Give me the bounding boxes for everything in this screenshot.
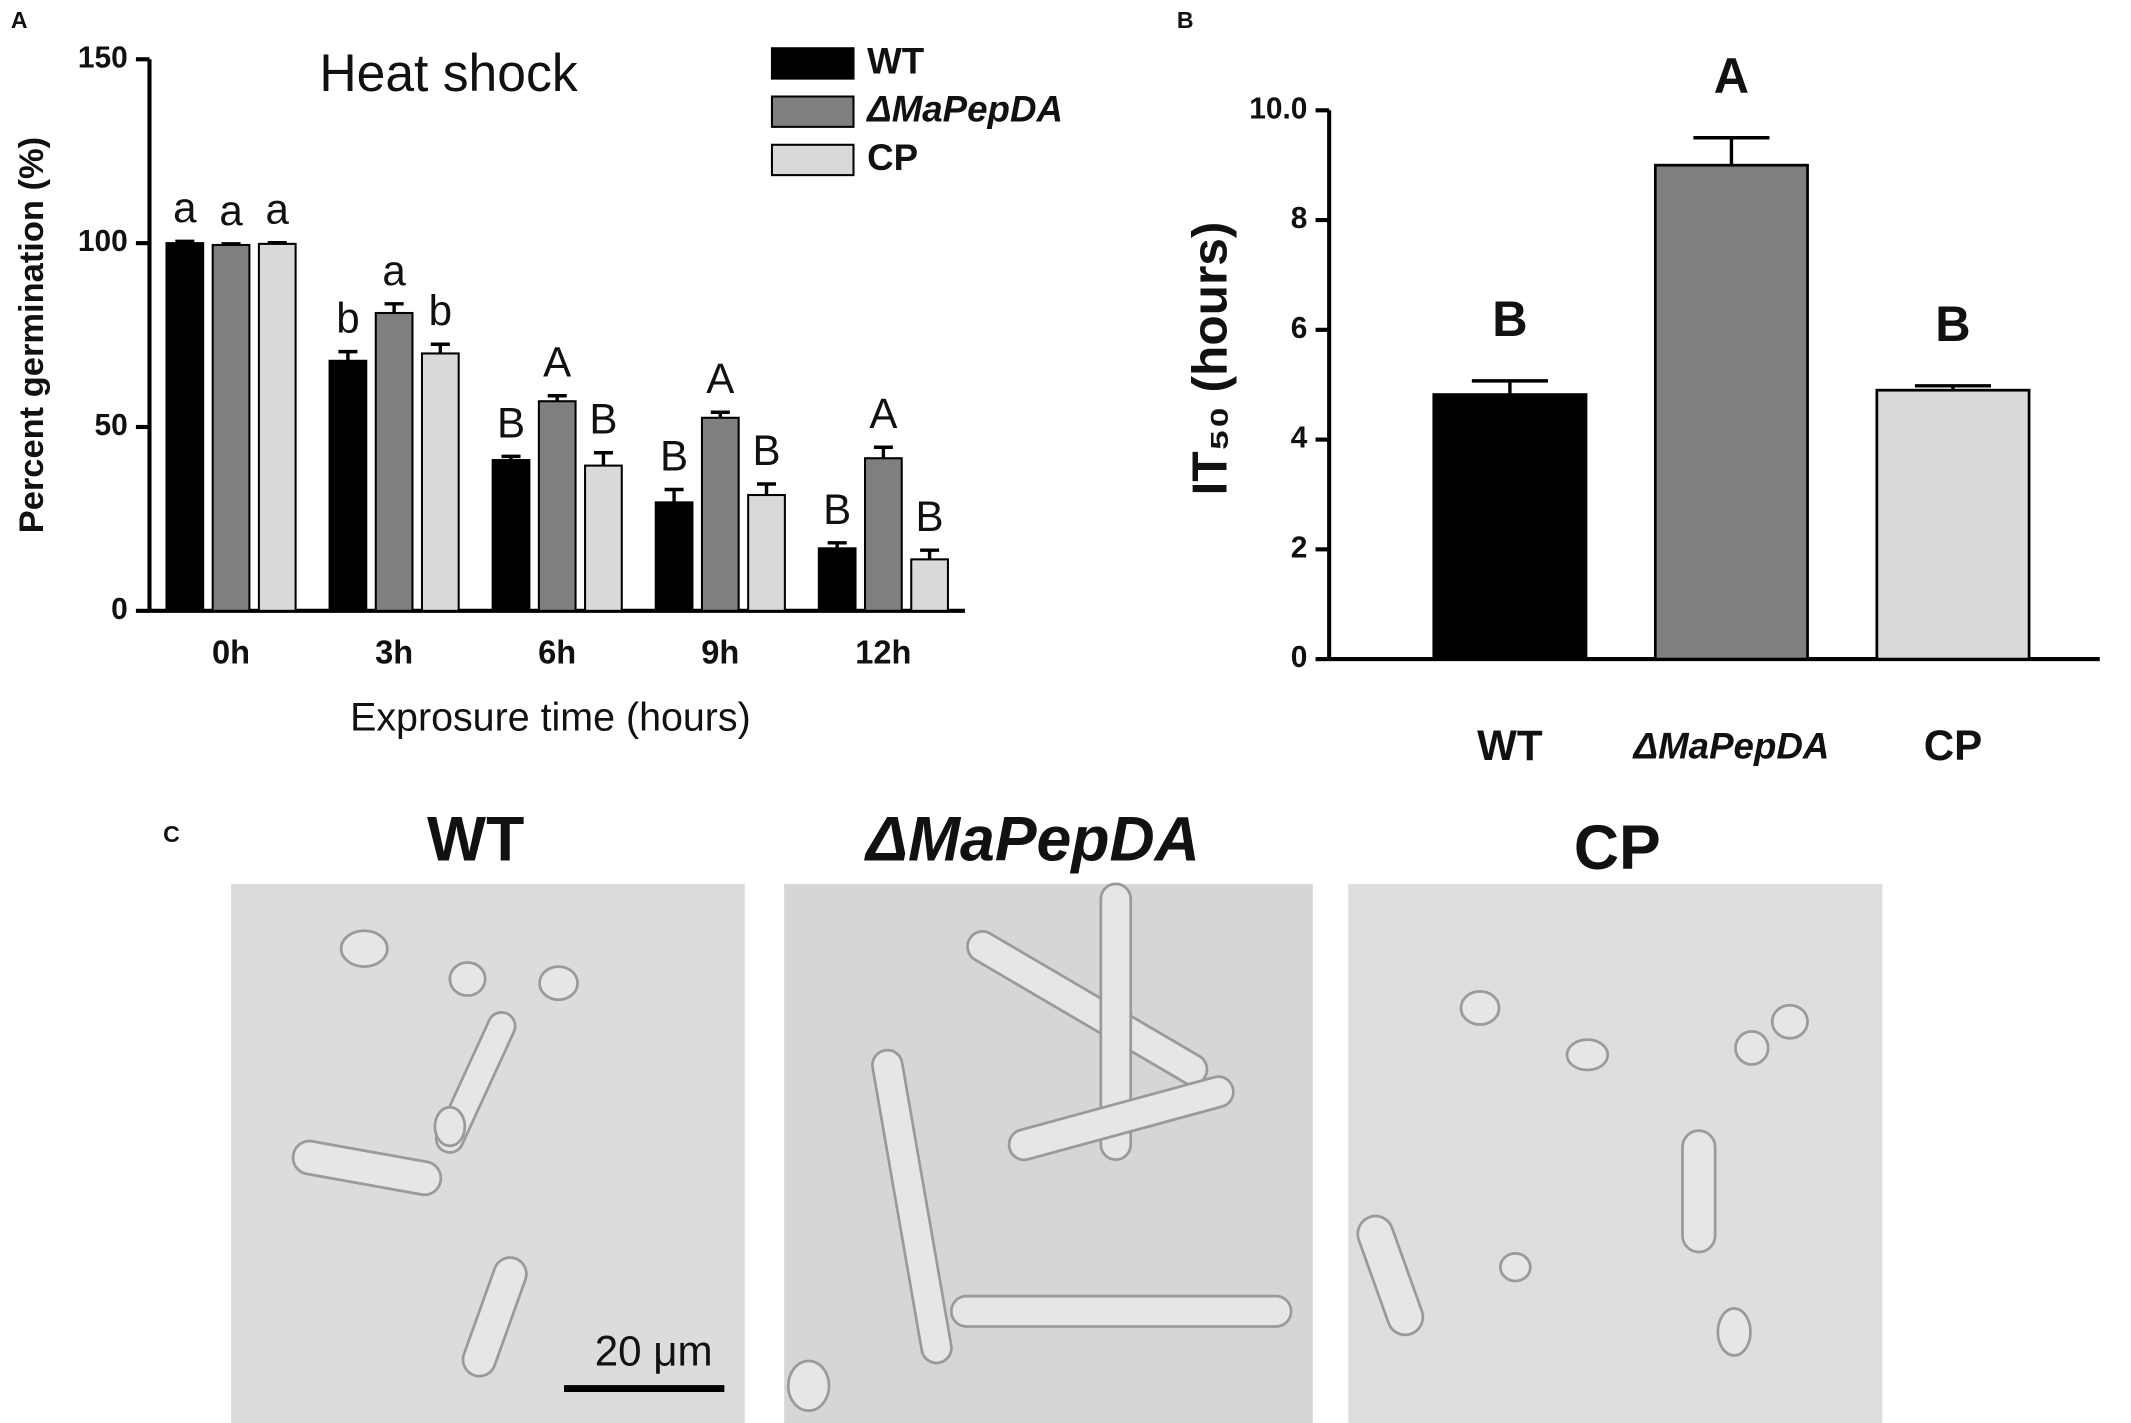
error-bar [501,454,521,461]
bar [374,311,414,612]
significance-letter: b [429,287,452,334]
bar [700,416,740,612]
bar [537,400,577,612]
chart-title: Heat shock [319,45,578,103]
y-tick-label: 0 [111,593,128,626]
significance-letter: B [752,427,780,474]
bar [257,242,297,612]
error-bar [547,394,567,402]
significance-letter: A [869,390,898,437]
bar [1653,163,1809,661]
bar [864,457,903,612]
x-tick-label: ΔMaPepDA [1632,725,1830,766]
error-bar [338,349,358,361]
significance-letter: b [336,294,359,341]
x-tick-label: 0h [212,633,250,670]
error-bar [267,241,287,245]
error-bar [710,410,730,418]
y-tick-label: 0 [1291,641,1308,674]
x-tick-label: 6h [538,633,576,670]
micrograph-label: ΔMaPepDA [864,804,1200,875]
significance-letter: B [497,399,525,446]
micrograph-label: WT [427,804,524,875]
error-bar [827,541,847,549]
x-tick-label: CP [1924,722,1983,769]
micrograph [1348,883,1883,1423]
x-tick-label: 12h [855,633,911,670]
bar [211,243,251,612]
x-axis-label: Exprosure time (hours) [350,695,751,739]
error-bar [430,342,450,354]
y-tick-label: 150 [78,41,128,74]
bar [491,459,531,612]
bar [1875,388,2031,661]
error-bar [593,451,613,466]
error-bar [1471,379,1548,395]
bar [584,464,623,612]
y-tick-label: 4 [1291,421,1308,454]
legend-label: ΔMaPepDA [865,88,1063,129]
bar [1432,393,1588,661]
error-bar [221,242,241,246]
error-bar [1914,384,1992,391]
error-bar [384,302,404,314]
error-bar [664,487,684,503]
significance-letter: B [589,395,617,442]
y-tick-label: 2 [1291,531,1308,564]
cells [291,882,1809,1412]
significance-letter: B [823,485,851,532]
significance-letter: a [173,184,197,231]
significance-letter: a [266,185,290,232]
x-tick-label: 3h [375,633,413,670]
bar [817,547,857,612]
x-tick-label: WT [1477,722,1543,769]
significance-letter: B [660,432,688,479]
significance-letter: B [916,493,944,540]
bar [165,242,205,612]
legend-swatch [770,95,855,128]
legend-label: WT [867,40,924,81]
micrograph-label: CP [1574,813,1661,884]
significance-letter: B [1935,297,1970,352]
scale-bar-label: 20 μm [595,1327,713,1374]
y-tick-label: 100 [78,225,128,258]
x-tick-label: 9h [701,633,739,670]
legend-swatch [770,143,855,177]
error-bar [1693,136,1770,166]
bar [654,501,694,612]
significance-letter: A [706,355,735,402]
error-bar [873,445,893,459]
significance-letter: A [1714,49,1749,104]
panel-label: B [1177,7,1194,33]
legend-swatch [770,47,855,80]
y-tick-label: 10.0 [1249,92,1307,125]
micrograph-panels: 20 μm WT ΔMaPepDA CP [231,804,1883,1423]
error-bar [920,548,940,560]
error-bar [175,239,195,244]
significance-letter: B [1492,292,1527,347]
error-bar [756,482,777,496]
significance-letter: A [543,338,572,385]
panel-label: A [11,7,28,33]
y-axis-label: IT₅₀ (hours) [1183,222,1238,496]
y-axis-label: Percent germination (%) [13,137,51,533]
significance-letter: a [382,246,406,293]
bar [910,558,949,612]
bar [747,493,786,612]
y-tick-label: 6 [1291,312,1308,345]
panel-label: C [163,821,180,847]
y-tick-label: 50 [94,409,127,442]
y-tick-label: 8 [1291,202,1308,235]
bar [420,352,460,612]
bar [328,359,368,612]
legend-label: CP [867,137,918,178]
significance-letter: a [219,187,243,234]
